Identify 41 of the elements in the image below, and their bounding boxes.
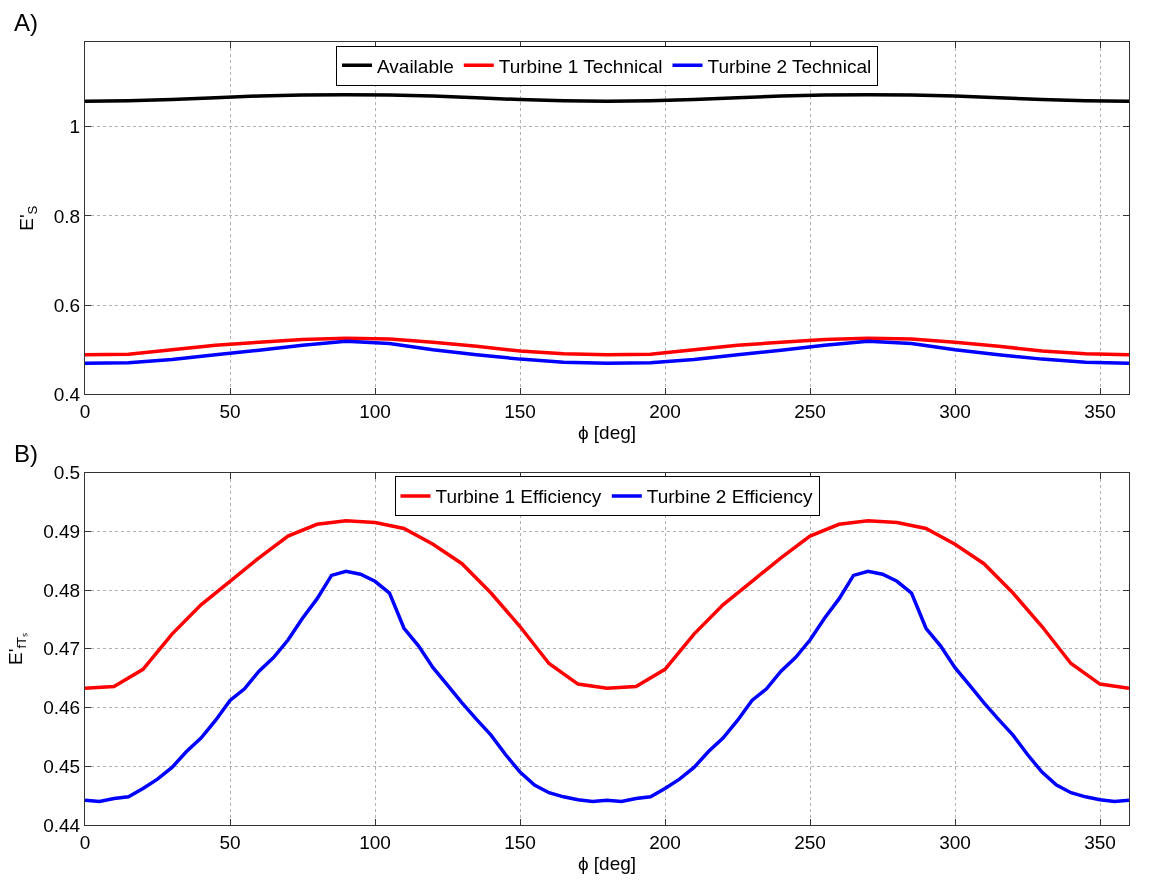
y-tick-label: 0.44 bbox=[43, 814, 81, 836]
y-tick-label: 0.5 bbox=[53, 462, 81, 484]
y-tick-label: 0.45 bbox=[43, 755, 81, 777]
x-tick-label: 250 bbox=[794, 831, 826, 853]
y-tick-label: 0.4 bbox=[53, 384, 81, 405]
x-tick-label: 200 bbox=[649, 831, 681, 853]
line-series bbox=[85, 339, 1129, 365]
x-tick-label: 0 bbox=[79, 401, 91, 423]
x-tick-label: 350 bbox=[1084, 401, 1116, 423]
x-tick-label: 50 bbox=[219, 831, 241, 853]
y-tick-label: 1 bbox=[69, 116, 81, 138]
y-tick-label: 0.8 bbox=[53, 205, 81, 227]
line-series bbox=[85, 92, 1129, 104]
x-tick-label: 250 bbox=[794, 401, 826, 423]
x-tick-label: 100 bbox=[359, 831, 391, 853]
x-axis-title: ϕ [deg] bbox=[577, 421, 637, 443]
chart-title: A) bbox=[14, 9, 38, 36]
y-tick-label: 0.48 bbox=[43, 579, 81, 601]
x-tick-label: 0 bbox=[79, 831, 91, 853]
y-tick-label: 0.46 bbox=[43, 697, 81, 719]
legend-label: Turbine 2 Technical bbox=[707, 55, 872, 77]
line-series bbox=[85, 519, 1129, 690]
legend-label: Turbine 2 Efficiency bbox=[646, 486, 814, 508]
line-series bbox=[85, 336, 1129, 357]
x-tick-label: 300 bbox=[939, 401, 971, 423]
y-tick-label: 0.47 bbox=[43, 638, 81, 660]
x-axis-title: ϕ [deg] bbox=[577, 852, 637, 874]
x-tick-label: 100 bbox=[359, 401, 391, 423]
x-tick-label: 150 bbox=[504, 831, 536, 853]
y-tick-label: 0.49 bbox=[43, 521, 81, 543]
chart-title: B) bbox=[14, 440, 38, 467]
x-tick-label: 150 bbox=[504, 401, 536, 423]
legend-label: Available bbox=[377, 55, 454, 77]
line-series bbox=[85, 569, 1129, 804]
y-tick-label: 0.6 bbox=[53, 294, 81, 316]
x-tick-label: 200 bbox=[649, 401, 681, 423]
x-tick-label: 50 bbox=[219, 401, 241, 423]
legend-label: Turbine 1 Technical bbox=[498, 55, 663, 77]
x-tick-label: 350 bbox=[1084, 831, 1116, 853]
legend-label: Turbine 1 Efficiency bbox=[435, 486, 602, 508]
x-tick-label: 300 bbox=[939, 831, 971, 853]
